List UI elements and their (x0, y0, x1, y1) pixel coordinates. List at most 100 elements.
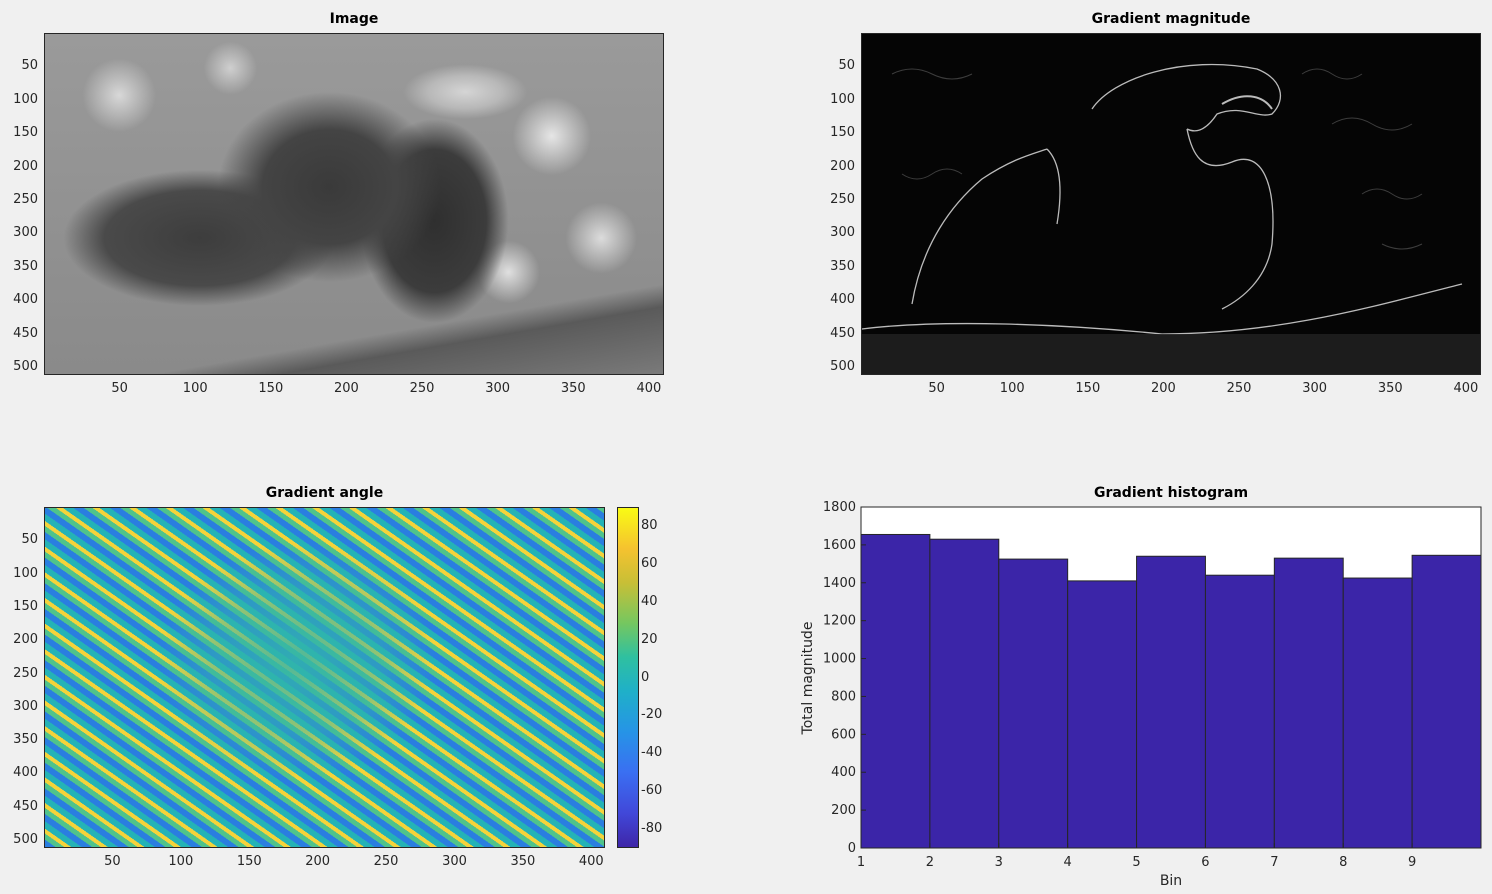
histogram-ytick-label: 800 (831, 689, 856, 704)
magnitude-ytick-label: 450 (830, 325, 855, 341)
colorbar-tick-label: -80 (641, 821, 663, 837)
colorbar-tick-label: 40 (641, 593, 658, 609)
angle-ytick-label: 150 (13, 598, 38, 614)
image-title: Image (329, 11, 379, 27)
angle-xtick-label: 300 (442, 854, 467, 869)
colorbar-tick-label: 20 (641, 631, 658, 647)
histogram-xtick-label: 2 (926, 855, 934, 870)
colorbar-tick-label: 0 (641, 669, 650, 685)
angle-ytick-label: 300 (13, 698, 38, 714)
histogram-xtick-label: 9 (1408, 855, 1416, 870)
histogram-ytick-label: 1600 (823, 538, 856, 553)
image-ytick-label: 500 (13, 358, 38, 374)
angle-ytick-label: 350 (13, 732, 38, 748)
magnitude-xtick-label: 250 (1226, 381, 1252, 396)
histogram-bar (1204, 574, 1275, 849)
image-ytick-label: 450 (13, 325, 38, 341)
image-ytick-label: 200 (13, 158, 38, 174)
image-ytick-label: 250 (13, 191, 38, 207)
histogram-ytick-label: 1000 (823, 652, 856, 667)
histogram-title: Gradient histogram (1093, 485, 1249, 501)
image-xtick-label: 350 (560, 381, 586, 396)
parrot-grayscale-image (44, 33, 664, 375)
magnitude-ytick-label: 50 (838, 58, 855, 74)
angle-xtick-label: 150 (236, 854, 262, 869)
gradient-magnitude-image (861, 33, 1481, 375)
histogram-xtick-label: 4 (1064, 855, 1072, 870)
histogram-xtick-label: 8 (1339, 855, 1347, 870)
magnitude-xtick-label: 300 (1302, 381, 1328, 396)
colorbar-tick-label: -20 (641, 707, 663, 723)
histogram-bar (1342, 577, 1413, 849)
colorbar-tick-label: 60 (641, 555, 658, 571)
histogram-bar (929, 538, 1000, 849)
magnitude-ytick-label: 200 (830, 158, 855, 174)
image-xtick-label: 150 (258, 381, 284, 396)
image-ytick-label: 300 (13, 225, 38, 241)
histogram-ytick-label: 0 (848, 841, 856, 856)
colorbar-tick-label: -60 (641, 783, 663, 799)
magnitude-xtick-label: 200 (1151, 381, 1176, 396)
colorbar-tick-label: 80 (641, 517, 658, 533)
angle-colorbar (617, 507, 639, 848)
image-xtick-label: 400 (636, 381, 662, 396)
angle-xtick-label: 400 (578, 854, 604, 869)
colorbar-tick-label: -40 (641, 745, 663, 761)
histogram-ytick-label: 1400 (823, 576, 856, 591)
histogram-xtick-label: 3 (995, 855, 1003, 870)
magnitude-xtick-label: 50 (928, 381, 945, 396)
image-xtick-label: 200 (334, 381, 359, 396)
angle-xtick-label: 50 (104, 854, 121, 869)
histogram-ytick-label: 1800 (823, 500, 856, 515)
image-ytick-label: 350 (13, 258, 38, 274)
histogram-ytick-label: 1200 (823, 614, 856, 629)
histogram-bar (998, 558, 1069, 849)
magnitude-ytick-label: 500 (830, 358, 855, 374)
image-ytick-label: 150 (13, 125, 38, 141)
magnitude-title: Gradient magnitude (1091, 11, 1251, 27)
image-ytick-label: 400 (13, 292, 38, 308)
magnitude-xtick-label: 400 (1453, 381, 1479, 396)
histogram-ytick-label: 600 (831, 727, 856, 742)
angle-ytick-label: 500 (13, 832, 38, 847)
image-ytick-label: 100 (13, 91, 38, 107)
magnitude-ytick-label: 150 (830, 125, 855, 141)
histogram-xtick-label: 5 (1132, 855, 1140, 870)
angle-xtick-label: 350 (510, 854, 536, 869)
histogram-bar (1411, 554, 1482, 849)
histogram-bar (1273, 557, 1344, 849)
magnitude-edges (862, 63, 1480, 374)
histogram-ytick-label: 400 (831, 765, 856, 780)
image-xtick-label: 50 (111, 381, 128, 396)
magnitude-xtick-label: 100 (999, 381, 1025, 396)
angle-ytick-label: 250 (13, 665, 38, 681)
histogram-xlabel: Bin (1159, 873, 1183, 889)
magnitude-xtick-label: 350 (1377, 381, 1403, 396)
histogram-bar (1136, 555, 1206, 849)
magnitude-ytick-label: 300 (830, 225, 855, 241)
histogram-bar (860, 533, 931, 849)
angle-ytick-label: 450 (13, 798, 38, 814)
image-ytick-label: 50 (21, 58, 38, 74)
angle-xtick-label: 100 (168, 854, 194, 869)
angle-ytick-label: 100 (13, 565, 38, 581)
histogram-xtick-label: 6 (1201, 855, 1209, 870)
magnitude-ytick-label: 250 (830, 191, 855, 207)
histogram-bar (1067, 580, 1138, 849)
angle-ytick-label: 200 (13, 632, 38, 648)
histogram-xtick-label: 1 (857, 855, 865, 870)
angle-xtick-label: 200 (305, 854, 331, 869)
magnitude-ytick-label: 400 (830, 292, 855, 308)
magnitude-ytick-label: 350 (830, 258, 855, 274)
histogram-xtick-label: 7 (1270, 855, 1278, 870)
image-xtick-label: 250 (409, 381, 435, 396)
gradient-angle-image (44, 507, 605, 848)
magnitude-xtick-label: 150 (1075, 381, 1101, 396)
angle-xtick-label: 250 (373, 854, 399, 869)
histogram-ylabel: Total magnitude (800, 621, 816, 735)
angle-ytick-label: 50 (21, 532, 38, 548)
magnitude-ytick-label: 100 (830, 91, 855, 107)
angle-ytick-label: 400 (13, 765, 38, 781)
histogram-ytick-label: 200 (831, 803, 856, 818)
